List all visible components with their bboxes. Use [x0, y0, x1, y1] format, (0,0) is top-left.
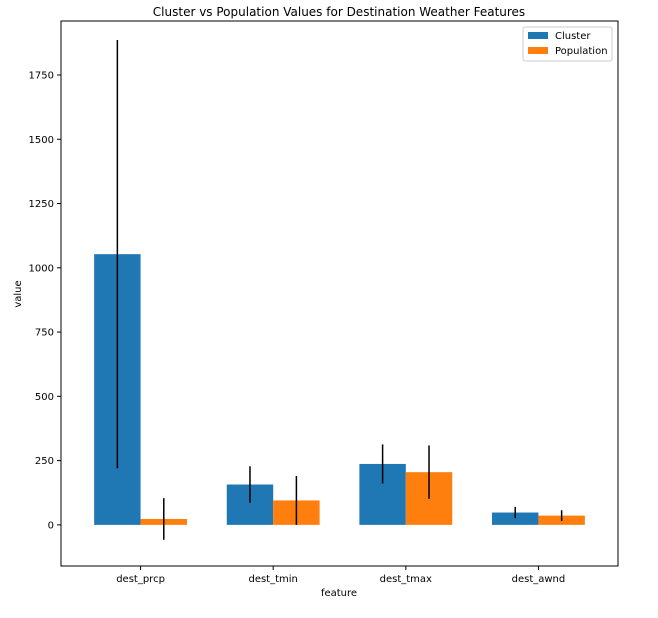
x-tick-label: dest_tmax [380, 574, 432, 585]
legend-label-population: Population [555, 46, 608, 57]
error-bars-layer [116, 40, 563, 540]
y-tick-label: 500 [35, 392, 54, 403]
plot-frame [60, 20, 619, 567]
y-tick-label: 1000 [29, 263, 54, 274]
y-tick-label: 0 [48, 520, 54, 531]
y-axis: 0 250 500 750 1000 1250 1500 1750 [29, 70, 61, 531]
x-axis-label: feature [321, 588, 357, 599]
y-tick-label: 1750 [29, 70, 54, 81]
legend-swatch-population [528, 47, 548, 54]
x-axis: dest_prcp dest_tmin dest_tmax dest_awnd [116, 566, 565, 585]
chart-title: Cluster vs Population Values for Destina… [153, 5, 525, 19]
y-tick-label: 1250 [29, 199, 54, 210]
legend-label-cluster: Cluster [555, 31, 591, 42]
y-tick-label: 250 [35, 456, 54, 467]
x-tick-label: dest_prcp [116, 574, 165, 585]
legend-swatch-cluster [528, 32, 548, 39]
x-tick-label: dest_awnd [512, 574, 566, 585]
y-tick-label: 1500 [29, 135, 54, 146]
y-axis-label: value [13, 280, 24, 307]
y-tick-label: 750 [35, 328, 54, 339]
bar-cluster-dest_awnd [492, 512, 539, 525]
x-tick-label: dest_tmin [248, 574, 297, 585]
legend: Cluster Population [522, 26, 613, 62]
